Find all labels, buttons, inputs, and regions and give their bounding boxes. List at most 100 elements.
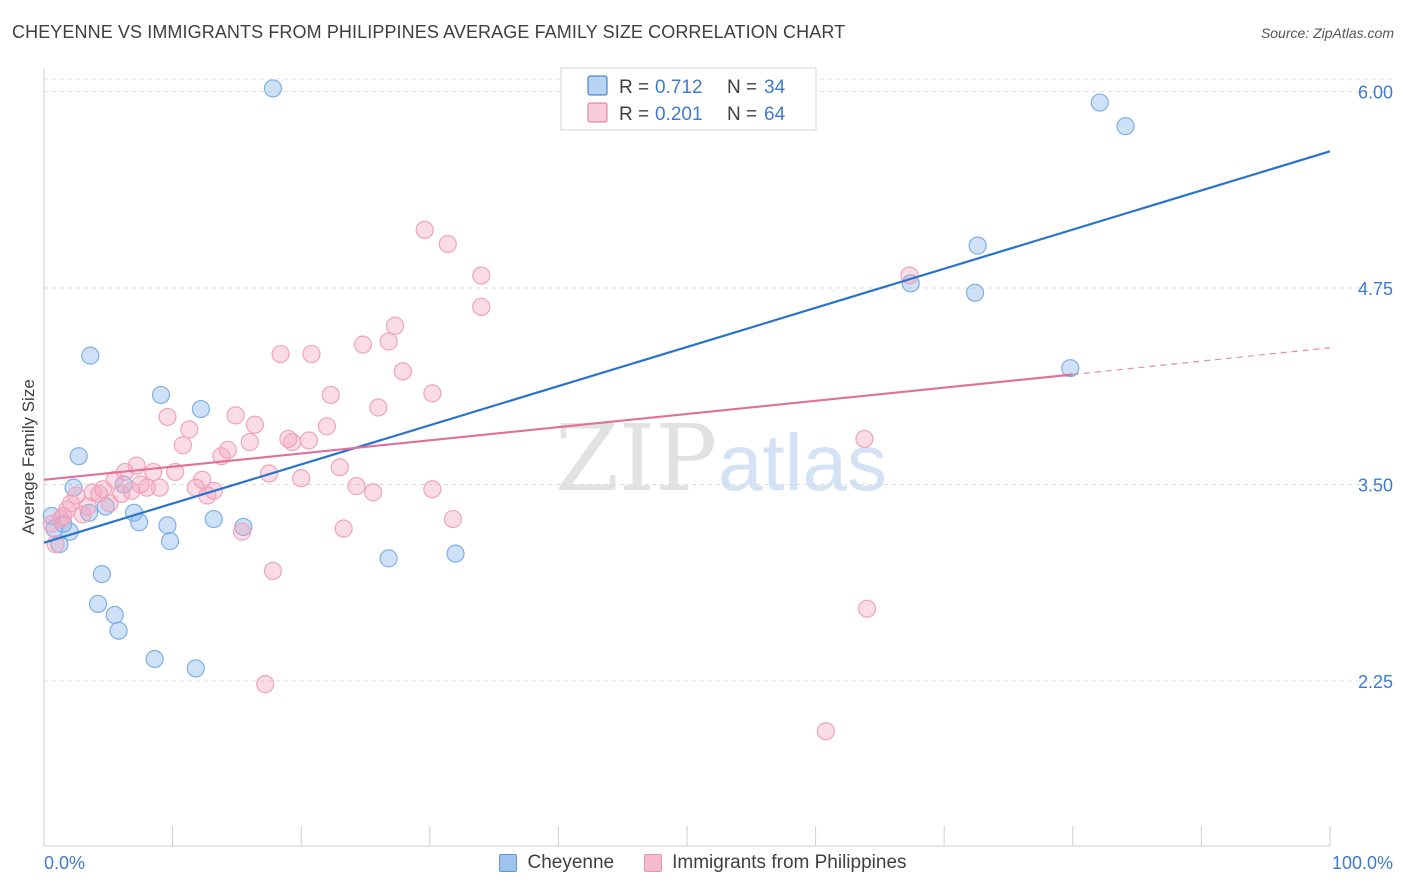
stats-n-label: N = [727,104,757,125]
y-tick-label: 2.25 [1358,672,1393,692]
philippines-point [438,234,457,254]
philippines-point [245,415,265,434]
philippines-trend-extension [1072,347,1331,376]
legend-swatch-cheyenne [499,854,518,872]
y-tick-label: 6.00 [1358,83,1393,103]
philippines-point [415,220,434,239]
cheyenne-point [158,516,177,535]
cheyenne-point [151,385,171,405]
cheyenne-point [186,659,205,678]
philippines-point [317,417,337,436]
philippines-point [283,432,302,452]
y-tick-label: 3.50 [1358,476,1393,496]
philippines-point [857,599,877,618]
philippines-point [302,344,321,364]
watermark: ZIP atlas [555,405,887,512]
cheyenne-point [1090,93,1109,112]
philippines-point [150,478,169,497]
cheyenne-point [109,621,128,640]
philippines-point [83,483,102,502]
philippines-point [472,266,491,285]
philippines-point [137,478,156,497]
philippines-point [263,561,283,581]
philippines-point [321,385,340,405]
chart-source: Source: ZipAtlas.com [1260,25,1394,41]
chart-title: CHEYENNE VS IMMIGRANTS FROM PHILIPPINES … [12,22,846,42]
philippines-point [226,406,245,425]
philippines-point [379,332,398,351]
philippines-trend-line [43,373,1073,481]
philippines-point [472,297,491,317]
philippines-point [173,436,192,455]
legend-swatch-philippines [644,854,663,872]
cheyenne-point [69,447,88,466]
stats-r-value: 0.712 [655,77,703,98]
cheyenne-point [968,236,987,255]
stats-r-label: R = [619,77,649,98]
cheyenne-point [1116,117,1135,136]
philippines-point [393,362,412,381]
philippines-point [232,522,252,541]
stats-legend: R = 0.712 N = 34 R = 0.201 N = 64 [560,67,817,131]
watermark-zip: ZIP [555,405,717,512]
philippines-point [330,458,349,477]
philippines-point [353,335,373,354]
philippines-point [271,344,290,364]
stats-swatch-philippines [587,102,608,123]
stats-n-value: 64 [764,104,786,125]
cheyenne-point [81,346,100,365]
philippines-point [347,476,366,496]
philippines-point [299,431,319,450]
cheyenne-point [105,605,124,625]
philippines-point [364,483,383,502]
philippines-point [292,469,311,488]
cheyenne-point [79,503,99,522]
philippines-point [369,398,388,417]
philippines-point [385,316,405,335]
stats-swatch-cheyenne [587,75,608,96]
philippines-point [816,722,835,741]
legend-item-philippines: Immigrants from Philippines [644,852,907,874]
philippines-point [180,420,199,439]
philippines-point [158,407,177,427]
axes [43,68,1331,847]
cheyenne-point [965,283,985,302]
cheyenne-point [1061,359,1080,378]
stats-n-label: N = [727,77,757,98]
gridlines [44,78,1392,682]
cheyenne-point [263,79,283,98]
stats-r-label: R = [619,104,649,125]
philippines-point [240,432,259,452]
cheyenne-point [446,544,465,563]
philippines-point [855,429,874,449]
y-tick-label: 4.75 [1358,279,1393,299]
philippines-point [144,462,163,482]
philippines-point [334,519,353,538]
series-legend: Cheyenne Immigrants from Philippines [0,852,1406,874]
cheyenne-point [204,509,223,529]
cheyenne-point [379,549,398,568]
x-tick-label-right: 100.0% [1332,853,1393,873]
stats-n-value: 34 [764,77,786,98]
cheyenne-point [160,531,180,551]
legend-label-philippines: Immigrants from Philippines [672,852,907,873]
philippines-point [122,481,141,500]
cheyenne-point [92,564,111,584]
y-axis-label: Average Family Size [19,379,38,535]
cheyenne-trend-line [43,150,1331,544]
cheyenne-point [145,649,164,669]
cheyenne-point [191,399,210,419]
legend-item-cheyenne: Cheyenne [499,852,614,874]
philippines-point [51,509,70,529]
stats-r-value: 0.201 [655,104,703,125]
philippines-point [256,675,275,694]
philippines-point [218,440,237,460]
philippines-point [423,384,442,403]
philippines-point [78,497,97,516]
philippines-point [112,484,131,504]
trend-lines [43,150,1331,544]
philippines-point [423,480,442,499]
philippines-point [443,509,463,529]
cheyenne-point [88,594,108,614]
